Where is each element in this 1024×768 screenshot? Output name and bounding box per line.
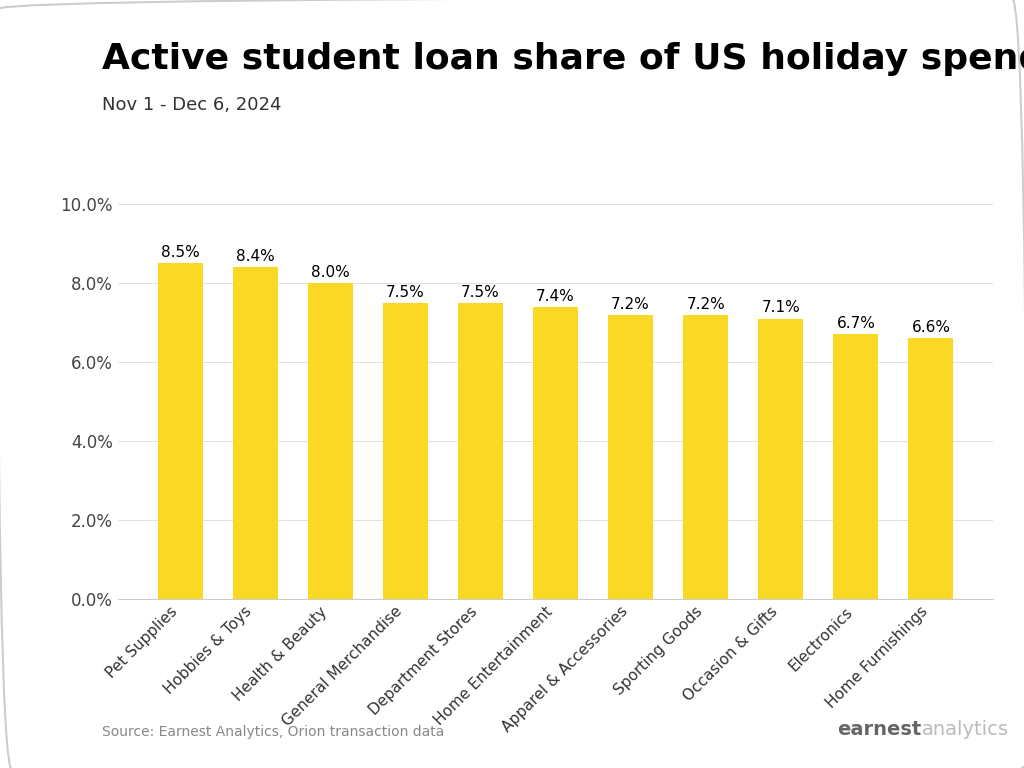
Text: analytics: analytics — [922, 720, 1009, 739]
Bar — [908, 339, 953, 599]
Text: 8.5%: 8.5% — [161, 245, 200, 260]
Text: Nov 1 - Dec 6, 2024: Nov 1 - Dec 6, 2024 — [102, 96, 282, 114]
Bar — [758, 319, 803, 599]
Bar — [608, 315, 653, 599]
Text: Active student loan share of US holiday spending: Active student loan share of US holiday … — [102, 42, 1024, 76]
Bar — [383, 303, 428, 599]
Text: Source: Earnest Analytics, Orion transaction data: Source: Earnest Analytics, Orion transac… — [102, 725, 444, 739]
Text: 7.1%: 7.1% — [762, 300, 800, 316]
Text: 7.4%: 7.4% — [537, 289, 574, 303]
Text: 7.5%: 7.5% — [386, 285, 425, 300]
Bar — [232, 267, 278, 599]
Text: 8.4%: 8.4% — [236, 249, 274, 264]
Text: 6.6%: 6.6% — [911, 320, 950, 335]
Bar — [834, 334, 879, 599]
Text: 7.2%: 7.2% — [686, 296, 725, 312]
Bar — [158, 263, 203, 599]
Text: 7.2%: 7.2% — [611, 296, 650, 312]
Text: 7.5%: 7.5% — [461, 285, 500, 300]
Bar — [534, 306, 578, 599]
Text: 8.0%: 8.0% — [311, 265, 349, 280]
Bar — [458, 303, 503, 599]
Bar — [308, 283, 353, 599]
Bar — [683, 315, 728, 599]
Text: earnest: earnest — [838, 720, 922, 739]
Text: 6.7%: 6.7% — [837, 316, 876, 331]
